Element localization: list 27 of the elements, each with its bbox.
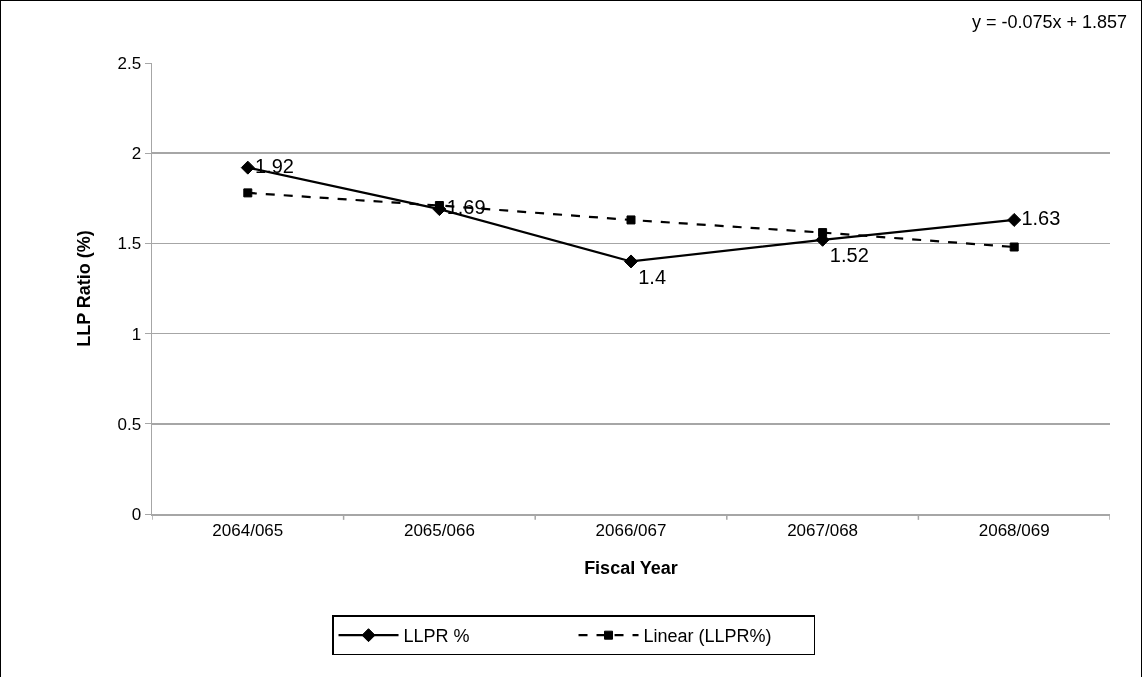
point xyxy=(240,160,255,175)
x-tick-label: 2066/067 xyxy=(595,520,667,540)
x-tick-label: 2068/069 xyxy=(978,520,1050,540)
data-label: 1.52 xyxy=(829,244,869,267)
point xyxy=(1009,242,1019,252)
y-tick-label: 0.5 xyxy=(117,414,142,434)
y-tick-label: 2 xyxy=(131,144,142,164)
point xyxy=(818,228,828,238)
legend-label: Linear (LLPR%) xyxy=(643,626,772,647)
x-tick-label: 2065/066 xyxy=(403,520,475,540)
data-label: 1.92 xyxy=(255,154,294,177)
point xyxy=(1007,212,1022,227)
y-tick-label: 1.5 xyxy=(117,234,142,254)
legend-label: LLPR % xyxy=(403,626,470,647)
x-tick-label: 2067/068 xyxy=(787,520,859,540)
data-label: 1.4 xyxy=(638,265,667,288)
y-tick-label: 2.5 xyxy=(117,53,142,73)
y-axis-title: LLP Ratio (%) xyxy=(73,230,94,347)
text: y = -0.075x + 1.857 xyxy=(972,12,1128,32)
x-tick-label: 2064/065 xyxy=(212,520,284,540)
point xyxy=(243,188,253,198)
point xyxy=(624,254,638,269)
data-label: 1.63 xyxy=(1021,206,1061,229)
x-axis-title: Fiscal Year xyxy=(584,557,678,578)
y-tick-label: 0 xyxy=(131,504,142,524)
y-tick-label: 1 xyxy=(131,324,142,344)
point xyxy=(626,215,636,225)
